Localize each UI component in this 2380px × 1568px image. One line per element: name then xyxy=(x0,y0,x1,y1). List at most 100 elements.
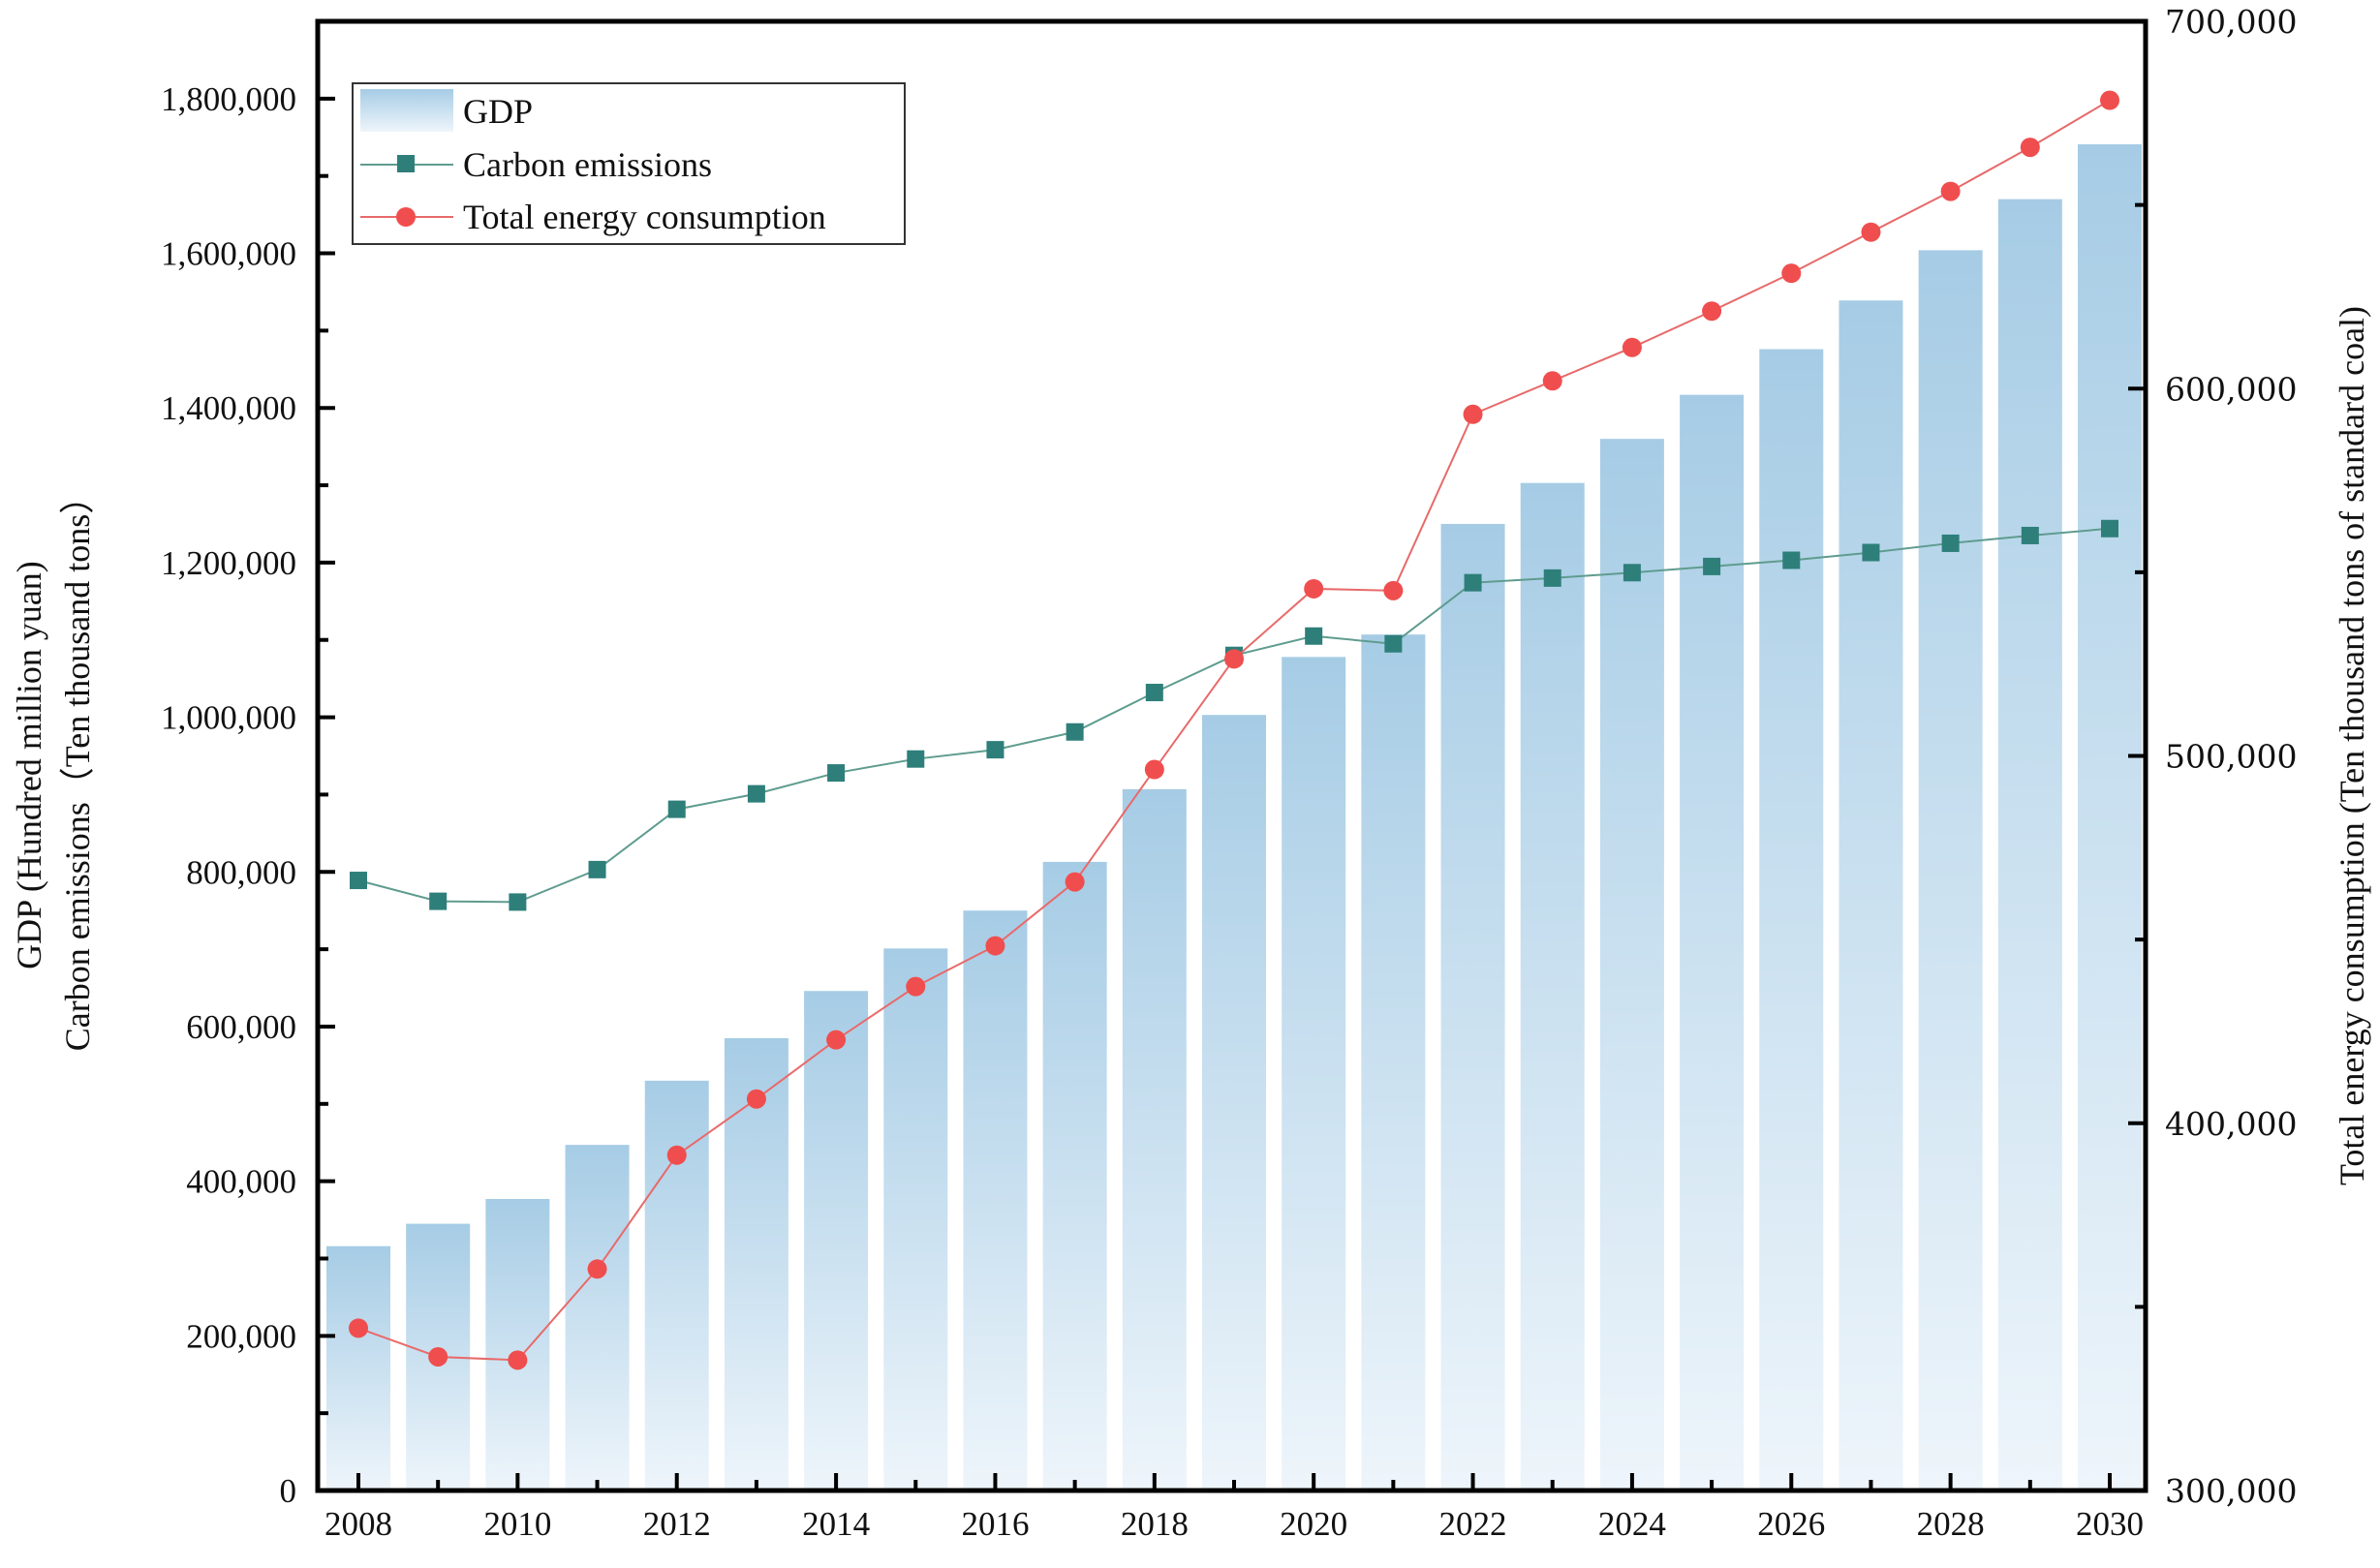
left-tick-label: 400,000 xyxy=(186,1163,296,1201)
energy-point-2028 xyxy=(1940,181,1961,201)
legend: GDP Carbon emissions Total energy consum… xyxy=(352,82,906,245)
left-tick-label: 1,000,000 xyxy=(161,699,296,737)
legend-carbon-label: Carbon emissions xyxy=(463,145,712,184)
carbon-point-2009 xyxy=(429,892,448,910)
carbon-point-2024 xyxy=(1623,564,1641,582)
gdp-bars xyxy=(326,143,2142,1491)
energy-point-2017 xyxy=(1065,872,1085,892)
left-tick-label: 0 xyxy=(280,1472,297,1510)
x-tick-label: 2022 xyxy=(1439,1505,1507,1543)
left-tick-label: 1,600,000 xyxy=(161,235,296,273)
carbon-point-2017 xyxy=(1066,723,1084,741)
carbon-point-2022 xyxy=(1464,573,1482,592)
energy-point-2029 xyxy=(2020,138,2040,158)
carbon-point-2025 xyxy=(1703,557,1721,575)
left-tick-label: 1,400,000 xyxy=(161,389,296,427)
legend-carbon-marker xyxy=(397,155,415,172)
x-tick-label: 2016 xyxy=(961,1505,1029,1543)
carbon-point-2023 xyxy=(1543,569,1561,587)
carbon-point-2011 xyxy=(588,860,606,878)
carbon-point-2010 xyxy=(509,893,527,911)
energy-point-2016 xyxy=(985,936,1005,956)
axes: 0 200,000 400,000 600,000 800,000 1,000,000 1,… xyxy=(161,3,2297,1543)
energy-point-2011 xyxy=(587,1259,607,1279)
energy-point-2012 xyxy=(666,1145,687,1165)
gdp-bar-2030 xyxy=(2078,143,2142,1491)
energy-point-2023 xyxy=(1542,371,1562,391)
carbon-point-2029 xyxy=(2021,526,2039,544)
energy-point-2020 xyxy=(1304,578,1324,599)
legend-gdp-swatch xyxy=(360,89,453,132)
energy-point-2026 xyxy=(1781,263,1802,284)
carbon-point-2027 xyxy=(1862,543,1880,562)
right-tick-label: 600,000 xyxy=(2165,370,2297,408)
carbon-point-2008 xyxy=(350,872,367,890)
x-tick-label: 2018 xyxy=(1121,1505,1189,1543)
x-tick-label: 2030 xyxy=(2076,1505,2144,1543)
right-tick-label: 300,000 xyxy=(2165,1472,2297,1510)
left-tick-label: 1,200,000 xyxy=(161,544,296,582)
left-axis-title-line1: GDP (Hundred million yuan) xyxy=(10,561,48,969)
carbon-point-2016 xyxy=(986,741,1005,759)
gdp-bar-2023 xyxy=(1520,482,1585,1491)
gdp-bar-2019 xyxy=(1202,715,1266,1491)
x-tick-label: 2024 xyxy=(1598,1505,1666,1543)
gdp-bar-2015 xyxy=(883,948,948,1491)
energy-point-2013 xyxy=(746,1089,766,1109)
legend-gdp-label: GDP xyxy=(463,92,533,131)
carbon-point-2021 xyxy=(1384,634,1403,653)
x-tick-label: 2026 xyxy=(1757,1505,1825,1543)
energy-point-2022 xyxy=(1463,404,1483,424)
carbon-point-2030 xyxy=(2101,519,2118,538)
carbon-point-2026 xyxy=(1782,551,1801,569)
carbon-point-2018 xyxy=(1145,684,1163,702)
x-tick-label: 2010 xyxy=(483,1505,551,1543)
carbon-point-2015 xyxy=(907,750,925,768)
energy-point-2010 xyxy=(508,1350,528,1370)
x-tick-label: 2012 xyxy=(643,1505,711,1543)
energy-point-2018 xyxy=(1144,759,1164,780)
right-tick-label: 500,000 xyxy=(2165,738,2297,776)
gdp-bar-2017 xyxy=(1042,861,1107,1491)
carbon-point-2012 xyxy=(667,800,686,818)
carbon-point-2028 xyxy=(1941,534,1960,552)
gdp-bar-2010 xyxy=(485,1198,550,1491)
gdp-bar-2028 xyxy=(1918,250,1983,1491)
gdp-bar-2029 xyxy=(1997,199,2062,1491)
energy-point-2027 xyxy=(1861,222,1881,242)
carbon-point-2013 xyxy=(747,784,765,803)
x-tick-label: 2020 xyxy=(1280,1505,1347,1543)
gdp-bar-2024 xyxy=(1599,439,1664,1491)
gdp-bar-2008 xyxy=(326,1245,390,1491)
energy-point-2008 xyxy=(349,1318,368,1338)
gdp-bar-2020 xyxy=(1282,657,1346,1491)
series-lines xyxy=(349,90,2119,1370)
gdp-bar-2016 xyxy=(963,910,1028,1491)
legend-energy-marker xyxy=(396,207,416,227)
energy-point-2024 xyxy=(1622,337,1642,357)
gdp-bar-2014 xyxy=(804,991,869,1491)
gdp-bar-2025 xyxy=(1680,394,1745,1491)
gdp-bar-2026 xyxy=(1759,349,1824,1491)
gdp-bar-2022 xyxy=(1440,523,1505,1491)
x-tick-label: 2028 xyxy=(1917,1505,1985,1543)
right-tick-label: 400,000 xyxy=(2165,1105,2297,1143)
carbon-point-2020 xyxy=(1305,627,1323,645)
gdp-bar-2027 xyxy=(1839,300,1903,1491)
left-tick-label: 200,000 xyxy=(186,1317,296,1355)
left-tick-label: 1,800,000 xyxy=(161,80,296,118)
gdp-bar-2011 xyxy=(565,1145,630,1491)
energy-point-2019 xyxy=(1224,649,1244,669)
energy-point-2015 xyxy=(906,976,926,997)
right-tick-label: 700,000 xyxy=(2165,3,2297,41)
left-axis-title-line2: Carbon emissions（Ten thousand tons） xyxy=(58,479,97,1051)
left-tick-label: 600,000 xyxy=(186,1008,296,1046)
gdp-bar-2012 xyxy=(644,1080,709,1491)
x-tick-label: 2014 xyxy=(802,1505,870,1543)
carbon-point-2014 xyxy=(827,764,846,783)
right-axis-title: Total energy consumption (Ten thousand t… xyxy=(2333,306,2371,1185)
energy-point-2021 xyxy=(1383,580,1404,600)
gdp-bar-2021 xyxy=(1361,634,1426,1491)
x-tick-label: 2008 xyxy=(325,1505,392,1543)
